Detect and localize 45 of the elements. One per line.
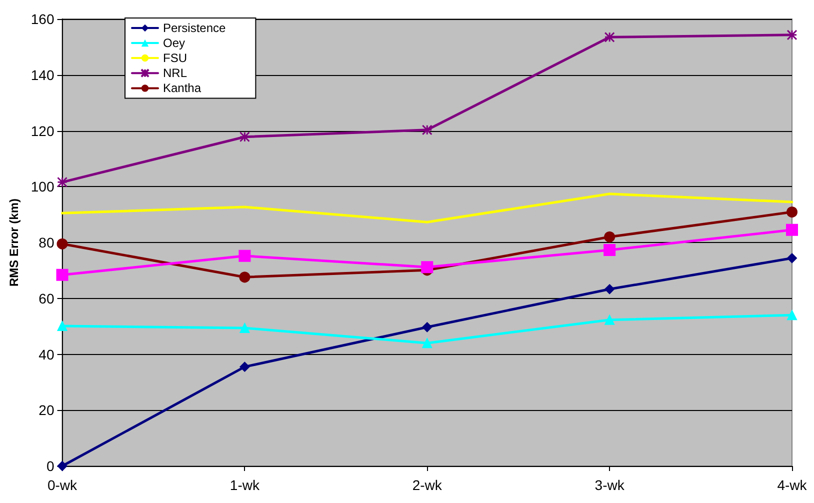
line-series [61,192,794,224]
point [604,284,615,294]
point [786,206,798,218]
x-tick-label: 1-wk [230,477,260,493]
y-tick-label: 20 [38,402,54,418]
legend-label: Persistence [163,21,226,35]
point [604,244,616,256]
y-axis-title: RMS Error (km) [7,198,21,287]
point [240,322,250,333]
point [239,272,250,283]
y-tick-label: 80 [38,234,54,250]
point [238,250,251,262]
y-tick-label: 160 [30,11,54,27]
legend-label: NRL [163,66,188,80]
y-tick-label: 0 [46,458,54,474]
legend-label: Oey [163,36,186,50]
x-tick-label: 2-wk [412,477,443,493]
y-tick-label: 60 [38,290,54,306]
x-tick-label: 0-wk [47,477,78,493]
y-tick-label: 140 [30,66,54,83]
point [787,310,797,320]
point [786,30,798,40]
legend-label: Kantha [163,81,202,96]
point [57,176,68,188]
point [421,261,434,274]
point [786,224,798,236]
x-tick-label: 4-wk [777,477,808,493]
point [422,322,432,332]
point [57,461,68,471]
point [56,238,68,250]
point [604,32,615,42]
y-tick-label: 40 [38,346,54,362]
point [604,231,616,242]
legend-label: FSU [163,51,187,65]
point [422,124,432,136]
point [239,132,250,142]
point [604,314,615,325]
point [240,362,250,372]
y-tick-label: 120 [30,122,54,139]
point [57,321,68,332]
point [422,338,432,348]
y-tick-label: 100 [30,178,54,195]
point [787,253,797,264]
point [56,268,68,281]
x-tick-label: 3-wk [594,477,626,493]
